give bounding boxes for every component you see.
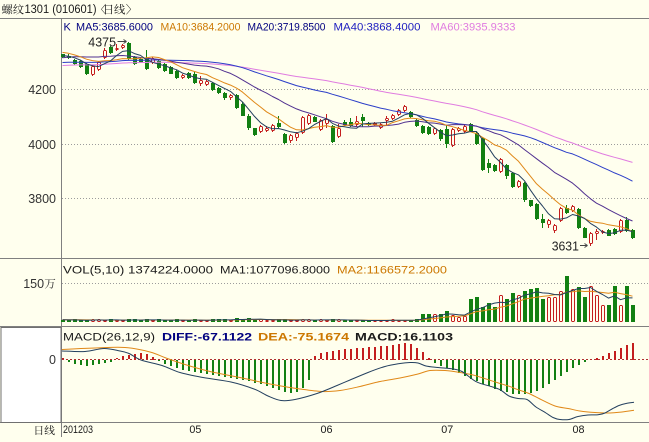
svg-text:MA20:3719.8500: MA20:3719.8500 — [248, 22, 326, 34]
svg-text:MA40:3868.4000: MA40:3868.4000 — [334, 22, 421, 34]
svg-text:4000: 4000 — [28, 138, 56, 152]
svg-text:DEA:-75.1674: DEA:-75.1674 — [258, 332, 350, 344]
svg-text:1301 (010601): 1301 (010601) — [25, 4, 97, 16]
svg-text:3631: 3631 — [552, 240, 579, 254]
svg-text:MA60:3935.9333: MA60:3935.9333 — [431, 22, 516, 34]
svg-text:08: 08 — [573, 424, 585, 436]
svg-text:MA10:3684.2000: MA10:3684.2000 — [161, 22, 241, 34]
svg-text:4200: 4200 — [28, 83, 56, 97]
svg-text:MACD(26,12,9): MACD(26,12,9) — [63, 332, 155, 344]
svg-text:150: 150 — [23, 277, 44, 291]
svg-text:VOL(5,10) 1374224.0000: VOL(5,10) 1374224.0000 — [63, 265, 213, 277]
svg-text:MA1:1077096.8000: MA1:1077096.8000 — [220, 265, 330, 277]
svg-text:MACD:16.1103: MACD:16.1103 — [355, 332, 453, 344]
svg-text:06: 06 — [321, 424, 333, 436]
svg-text:K: K — [64, 22, 72, 34]
svg-text:3800: 3800 — [28, 192, 56, 206]
svg-text:0: 0 — [49, 353, 56, 367]
svg-text:4375: 4375 — [88, 36, 116, 50]
svg-text:MA5:3685.6000: MA5:3685.6000 — [76, 22, 153, 34]
svg-text:201203: 201203 — [63, 424, 93, 436]
svg-text:DIFF:-67.1122: DIFF:-67.1122 — [162, 332, 252, 344]
svg-text:07: 07 — [441, 424, 453, 436]
svg-text:05: 05 — [189, 424, 201, 436]
svg-text:MA2:1166572.2000: MA2:1166572.2000 — [337, 265, 447, 277]
